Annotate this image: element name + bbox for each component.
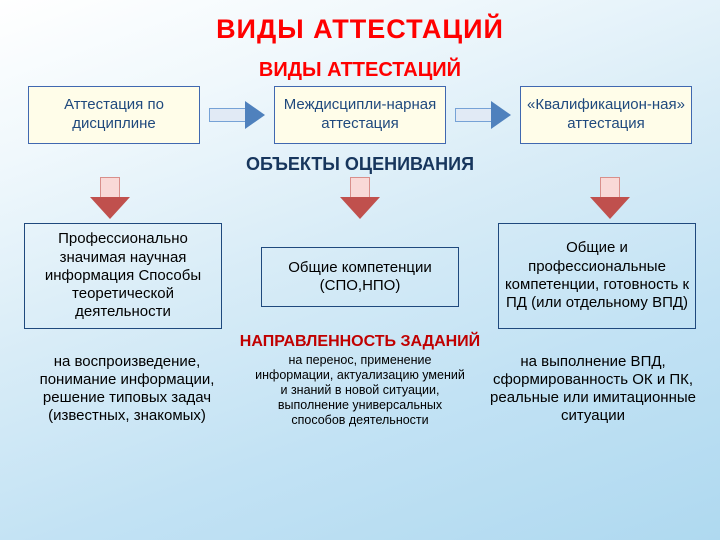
types-row: Аттестация по дисциплине Междисципли-нар… [0,86,720,144]
task-box-1: на перенос, применение информации, актуа… [255,353,465,428]
arrow-down-icon [340,177,380,219]
subtitle: ВИДЫ АТТЕСТАЦИЙ [0,59,720,82]
type-box-interdisciplinary: Междисципли-нарная аттестация [274,86,446,144]
arrow-down-icon [590,177,630,219]
object-box-0: Профессионально значимая научная информа… [24,223,222,329]
type-box-discipline: Аттестация по дисциплине [28,86,200,144]
arrow-right-icon [209,103,265,127]
objects-row: Профессионально значимая научная информа… [0,223,720,329]
task-box-2: на выполнение ВПД, сформированность ОК и… [484,353,702,425]
task-box-0: на воспроизведение, понимание информации… [18,353,236,425]
arrow-down-icon [90,177,130,219]
arrow-right-icon [455,103,511,127]
object-box-1: Общие компетенции (СПО,НПО) [261,247,459,307]
object-box-2: Общие и профессиональные компетенции, го… [498,223,696,329]
tasks-row: на воспроизведение, понимание информации… [0,353,720,428]
type-box-qualification: «Квалификацион-ная» аттестация [520,86,692,144]
main-title: ВИДЫ АТТЕСТАЦИЙ [0,0,720,45]
objects-label: ОБЪЕКТЫ ОЦЕНИВАНИЯ [0,154,720,175]
tasks-label: НАПРАВЛЕННОСТЬ ЗАДАНИЙ [0,333,720,351]
down-arrows-row [0,177,720,219]
